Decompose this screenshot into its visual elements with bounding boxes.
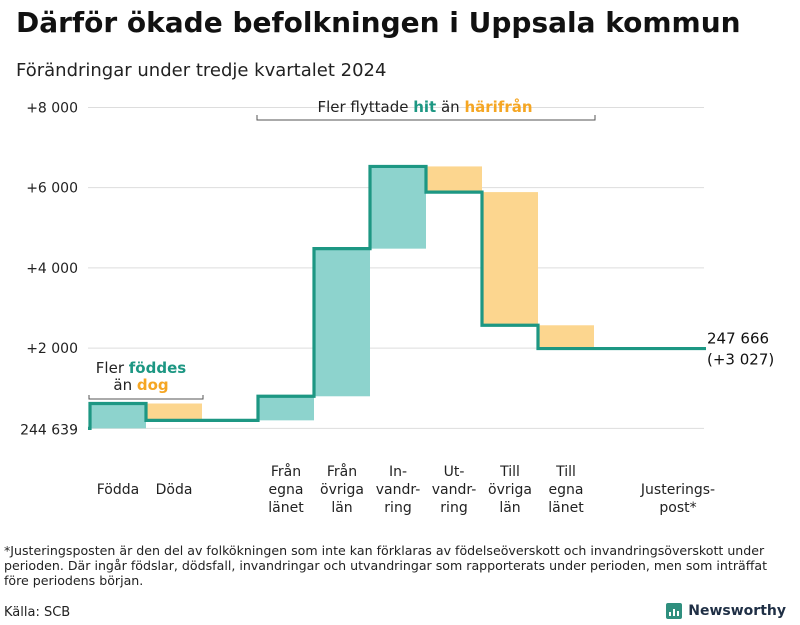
waterfall-bar <box>426 166 482 193</box>
y-tick-label: +8 000 <box>26 100 78 116</box>
migration-bracket <box>256 115 596 121</box>
waterfall-chart: +2 000 +4 000 +6 000 +8 000 244 639 Födda Döda… <box>20 98 774 516</box>
x-category-label: In-vandr-ring <box>376 464 421 516</box>
waterfall-bar <box>146 403 202 421</box>
x-category-label: Till egna länet <box>548 464 584 516</box>
x-category-label: Till övriga län <box>488 464 532 516</box>
end-change-label: (+3 027) <box>707 351 774 369</box>
waterfall-bar <box>314 248 370 397</box>
y-tick-label: +6 000 <box>26 181 78 197</box>
chart-title: Därför ökade befolkningen i Uppsala komm… <box>16 6 741 39</box>
waterfall-bar <box>538 325 594 349</box>
brand: Newsworthy <box>666 603 786 619</box>
brand-name: Newsworthy <box>688 603 786 619</box>
x-category-label: Ut-vandr-ring <box>432 464 477 516</box>
waterfall-bar <box>258 396 314 421</box>
x-category-label: Justerings-post* <box>640 482 715 516</box>
footnote: *Justeringsposten är den del av folkökni… <box>4 543 768 588</box>
x-category-label: Födda <box>97 482 139 498</box>
newsworthy-logo-icon <box>666 603 683 619</box>
waterfall-bar <box>370 166 426 249</box>
births-bracket <box>88 395 204 400</box>
waterfall-bar <box>482 192 538 326</box>
migration-annotation: Fler flyttade hit än härifrån <box>317 98 532 116</box>
chart-subtitle: Förändringar under tredje kvartalet 2024 <box>16 60 387 81</box>
end-value-label: 247 666 <box>707 330 769 348</box>
running-total-line <box>88 164 706 430</box>
x-category-label: Från övriga län <box>320 463 364 516</box>
births-annotation-line1: Fler föddes <box>96 359 186 377</box>
waterfall-bar <box>90 403 146 429</box>
x-category-label: Från egna länet <box>268 463 304 516</box>
y-tick-label: +2 000 <box>26 341 78 357</box>
x-category-label: Döda <box>156 482 193 498</box>
base-value-label: 244 639 <box>20 422 78 438</box>
y-tick-label: +4 000 <box>26 261 78 277</box>
source-label: Källa: SCB <box>4 605 71 620</box>
births-annotation-line2: än dog <box>113 376 168 394</box>
